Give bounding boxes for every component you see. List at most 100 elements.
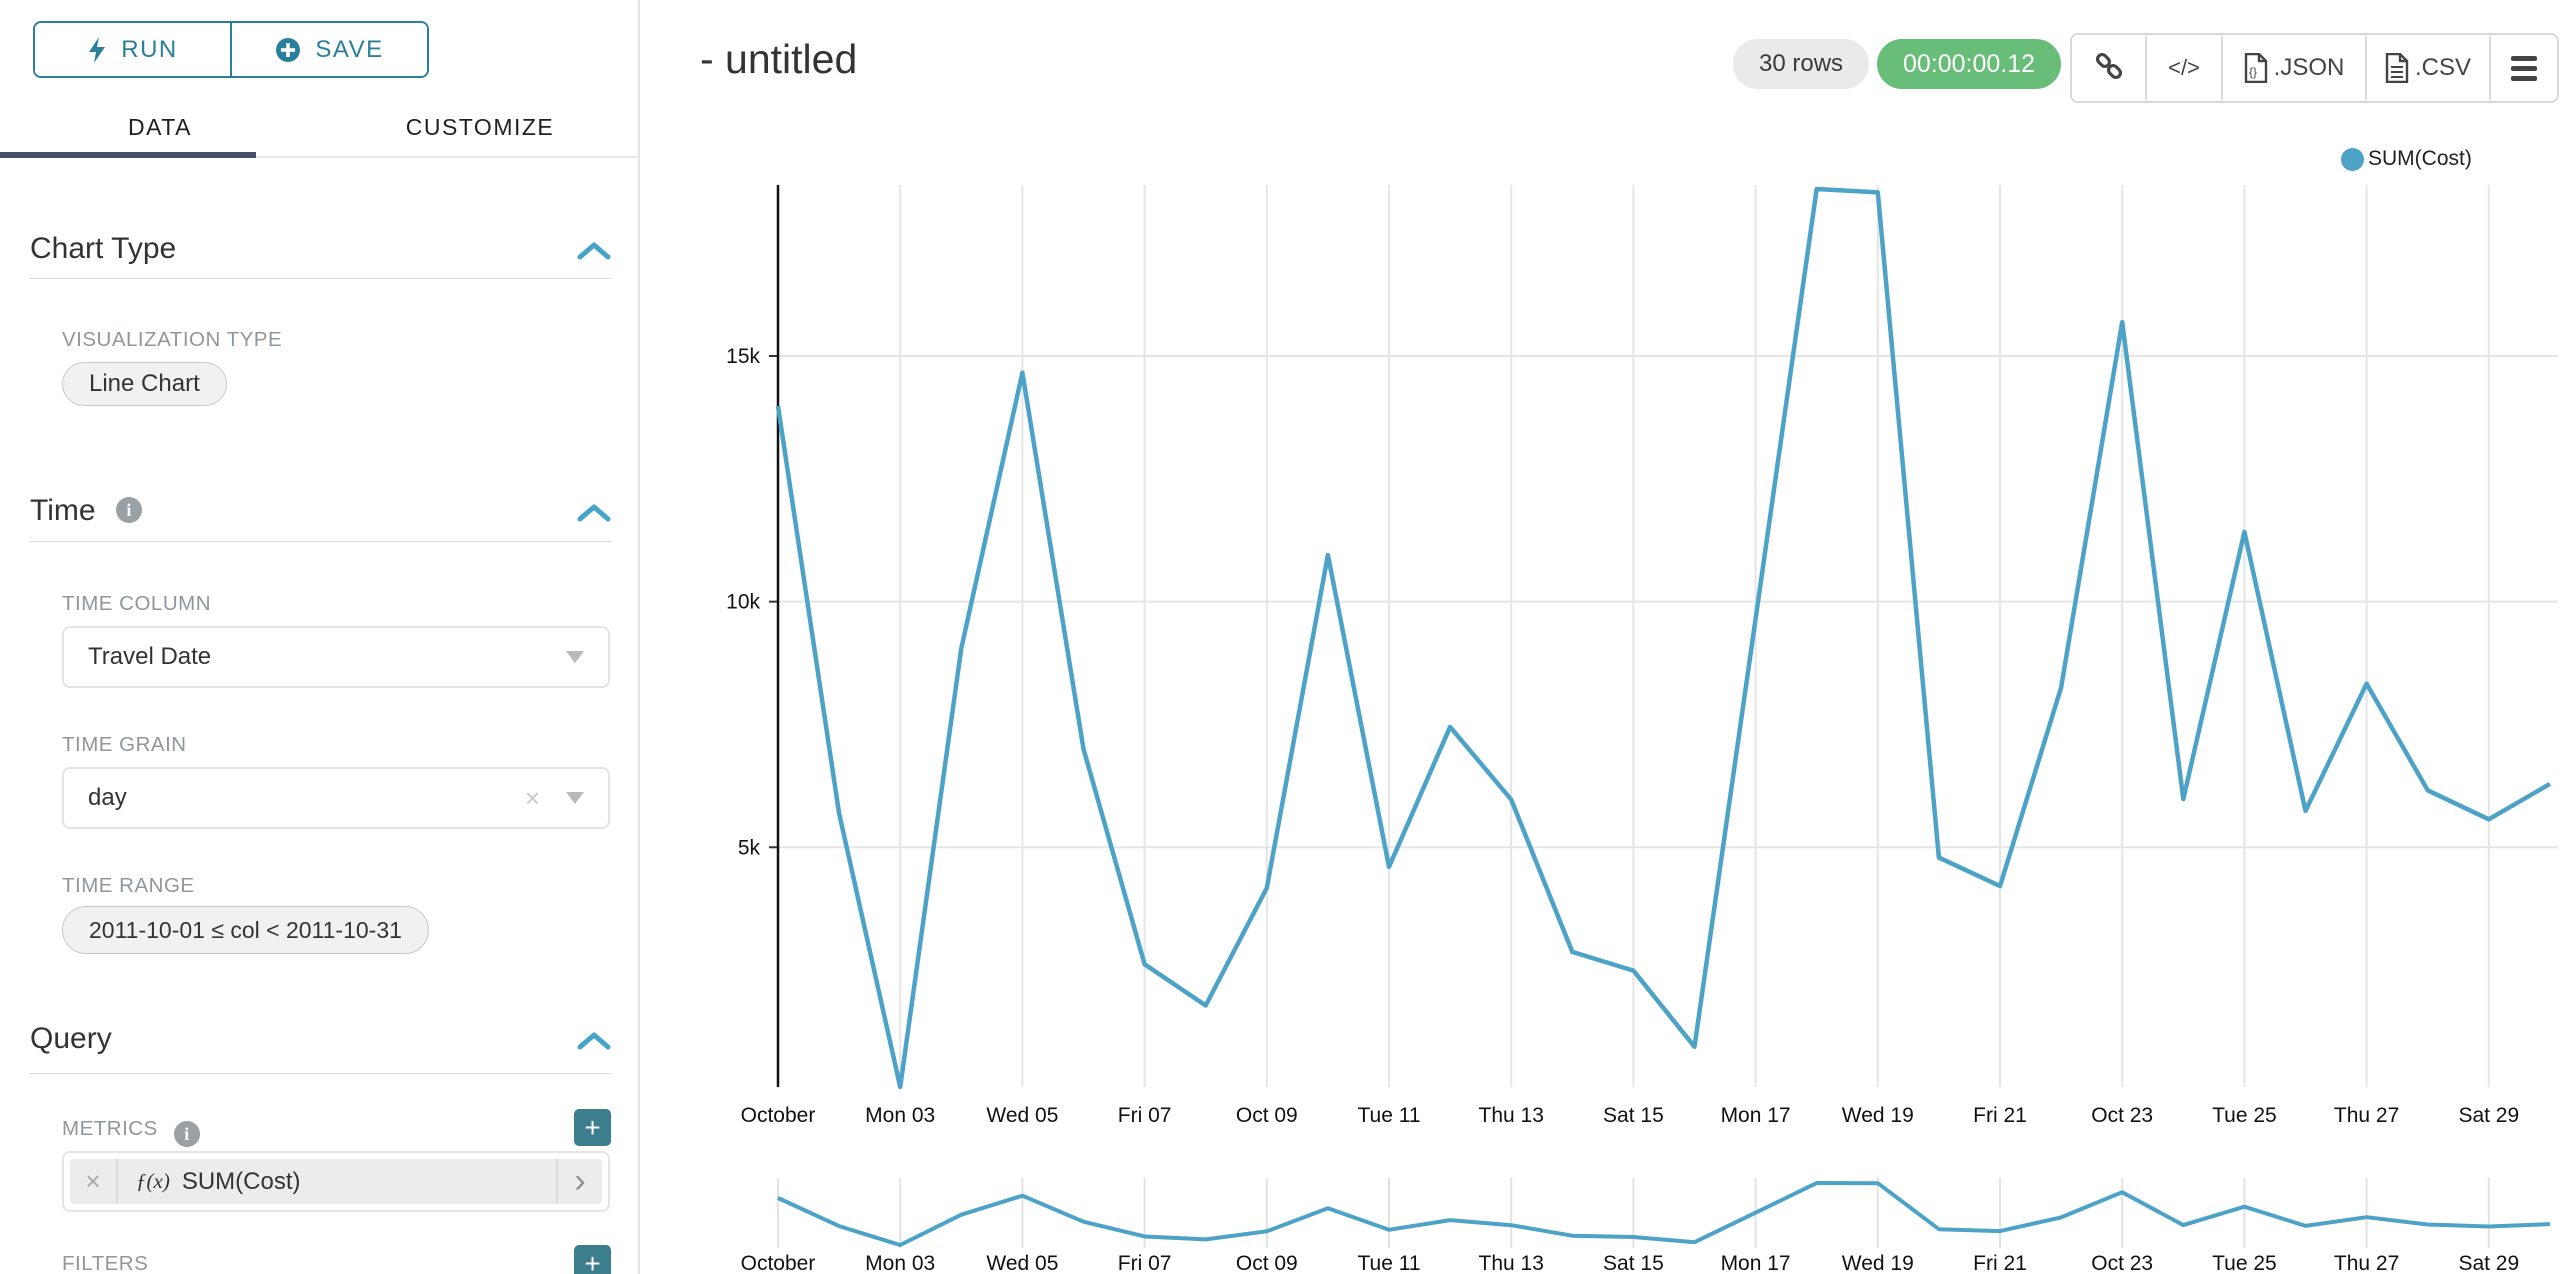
- remove-metric-icon[interactable]: ×: [70, 1159, 118, 1204]
- brush-x-tick-label: Mon 17: [1721, 1252, 1791, 1274]
- section-divider: [30, 1073, 612, 1074]
- file-text-icon: [2385, 53, 2409, 83]
- plus-circle-icon: [276, 37, 301, 62]
- legend-series-label: SUM(Cost): [2368, 147, 2472, 170]
- run-save-button-group: RUN SAVE: [33, 21, 429, 78]
- line-chart-canvas[interactable]: 5k 10k 15k October Mon 03 Wed 05 Fri 07 Oct 09 T…: [640, 110, 2576, 1274]
- query-section-title: Query: [30, 1022, 112, 1055]
- brush-x-tick-label: Tue 25: [2212, 1252, 2277, 1274]
- chart-gridlines: [769, 185, 2558, 1087]
- export-toolbar: </> {} .JSON .CSV: [2070, 33, 2559, 103]
- brush-x-tick-label: Thu 27: [2334, 1252, 2399, 1274]
- main-chart-line[interactable]: [775, 186, 2552, 1090]
- chevron-up-icon[interactable]: [577, 241, 611, 261]
- x-axis-tick-label: Thu 13: [1479, 1104, 1544, 1127]
- metric-item[interactable]: × ƒ(x) SUM(Cost) ›: [70, 1159, 602, 1204]
- brush-x-tick-label: Sat 15: [1603, 1252, 1664, 1274]
- x-axis-tick-label: Fri 21: [1973, 1104, 2027, 1127]
- section-divider: [30, 278, 612, 279]
- visualization-type-pill[interactable]: Line Chart: [62, 362, 227, 406]
- x-axis-tick-label: Sat 29: [2458, 1104, 2519, 1127]
- info-icon[interactable]: i: [115, 497, 142, 523]
- run-button-label: RUN: [121, 35, 178, 63]
- chevron-right-icon[interactable]: ›: [556, 1159, 602, 1204]
- tabs-divider: [0, 156, 640, 158]
- info-icon[interactable]: i: [173, 1121, 200, 1147]
- code-icon: </>: [2168, 55, 2200, 80]
- add-filter-button[interactable]: +: [574, 1245, 611, 1274]
- metrics-label: METRICS i: [62, 1117, 200, 1147]
- x-axis-tick-label: Tue 25: [2212, 1104, 2277, 1127]
- panel-tabs: DATA CUSTOMIZE: [0, 96, 640, 158]
- x-axis-tick-label: Wed 05: [986, 1104, 1058, 1127]
- run-button[interactable]: RUN: [35, 23, 230, 76]
- tab-customize[interactable]: CUSTOMIZE: [320, 96, 640, 158]
- brush-x-tick-label: Thu 13: [1479, 1252, 1544, 1274]
- time-section-title: Time i: [30, 494, 142, 528]
- chevron-up-icon[interactable]: [577, 1031, 611, 1051]
- x-axis-tick-label: Fri 07: [1118, 1104, 1172, 1127]
- chevron-up-icon[interactable]: [577, 503, 611, 523]
- metrics-field: × ƒ(x) SUM(Cost) ›: [62, 1151, 610, 1212]
- metric-name: SUM(Cost): [181, 1167, 301, 1195]
- save-button-label: SAVE: [315, 35, 384, 63]
- section-divider: [30, 541, 612, 542]
- time-grain-select[interactable]: day ×: [62, 767, 610, 829]
- time-section-title-text: Time: [30, 494, 96, 527]
- x-axis-tick-label: Oct 09: [1236, 1104, 1298, 1127]
- y-axis-tick-label: 5k: [738, 836, 761, 859]
- active-tab-underline: [0, 152, 256, 158]
- tab-data-label: DATA: [128, 113, 192, 140]
- x-axis-tick-label: Mon 03: [865, 1104, 935, 1127]
- svg-text:{}: {}: [2249, 65, 2257, 79]
- context-chart-line[interactable]: [777, 1181, 2550, 1247]
- brush-x-tick-label: Fri 21: [1973, 1252, 2027, 1274]
- time-column-value: Travel Date: [88, 643, 212, 670]
- brush-x-tick-label: Wed 05: [986, 1252, 1058, 1274]
- time-grain-value: day: [88, 784, 127, 811]
- time-column-label: TIME COLUMN: [62, 592, 211, 615]
- export-csv-button[interactable]: .CSV: [2365, 35, 2489, 101]
- export-csv-label: .CSV: [2414, 54, 2471, 81]
- view-query-button[interactable]: </>: [2145, 35, 2221, 101]
- lightning-bolt-icon: [89, 36, 106, 63]
- brush-x-tick-label: Oct 09: [1236, 1252, 1298, 1274]
- time-range-value: 2011-10-01 ≤ col < 2011-10-31: [89, 916, 402, 943]
- brush-x-tick-label: Mon 03: [865, 1252, 935, 1274]
- clear-icon[interactable]: ×: [524, 782, 540, 813]
- short-link-button[interactable]: [2072, 35, 2145, 101]
- hamburger-icon: [2511, 55, 2537, 81]
- chart-menu-button[interactable]: [2489, 35, 2557, 101]
- chart-type-section-title: Chart Type: [30, 232, 177, 265]
- time-range-label: TIME RANGE: [62, 874, 195, 897]
- chart-legend[interactable]: SUM(Cost): [2341, 147, 2472, 171]
- formula-icon: ƒ(x): [136, 1169, 170, 1193]
- file-code-icon: {}: [2244, 53, 2267, 83]
- add-metric-button[interactable]: +: [574, 1109, 611, 1146]
- x-axis-tick-label: Thu 27: [2334, 1104, 2399, 1127]
- row-count-badge: 30 rows: [1733, 39, 1870, 89]
- time-grain-label: TIME GRAIN: [62, 733, 187, 756]
- tab-customize-label: CUSTOMIZE: [405, 113, 555, 140]
- visualization-type-label: VISUALIZATION TYPE: [62, 328, 283, 351]
- x-axis-tick-label: Sat 15: [1603, 1104, 1664, 1127]
- control-panel-sidebar: RUN SAVE DATA CUSTOMIZE Chart Type: [0, 0, 640, 1274]
- y-axis-tick-label: 15k: [726, 345, 760, 368]
- export-json-button[interactable]: {} .JSON: [2221, 35, 2365, 101]
- link-icon: [2095, 53, 2122, 80]
- x-axis-tick-label: Oct 23: [2091, 1104, 2153, 1127]
- brush-x-tick-label: October: [741, 1252, 816, 1274]
- brush-x-tick-label: Fri 07: [1118, 1252, 1172, 1274]
- save-button[interactable]: SAVE: [230, 23, 427, 76]
- context-brush-chart[interactable]: October Mon 03 Wed 05 Fri 07 Oct 09 Tue 11 Thu…: [741, 1178, 2550, 1274]
- time-range-pill[interactable]: 2011-10-01 ≤ col < 2011-10-31: [62, 906, 429, 954]
- chart-title[interactable]: - untitled: [700, 36, 858, 82]
- visualization-type-value: Line Chart: [89, 370, 200, 397]
- brush-x-tick-label: Oct 23: [2091, 1252, 2153, 1274]
- time-column-select[interactable]: Travel Date: [62, 626, 610, 688]
- tab-data[interactable]: DATA: [0, 96, 320, 158]
- x-axis-tick-label: Mon 17: [1721, 1104, 1791, 1127]
- x-axis-tick-label: Wed 19: [1842, 1104, 1914, 1127]
- legend-series-dot: [2341, 147, 2364, 171]
